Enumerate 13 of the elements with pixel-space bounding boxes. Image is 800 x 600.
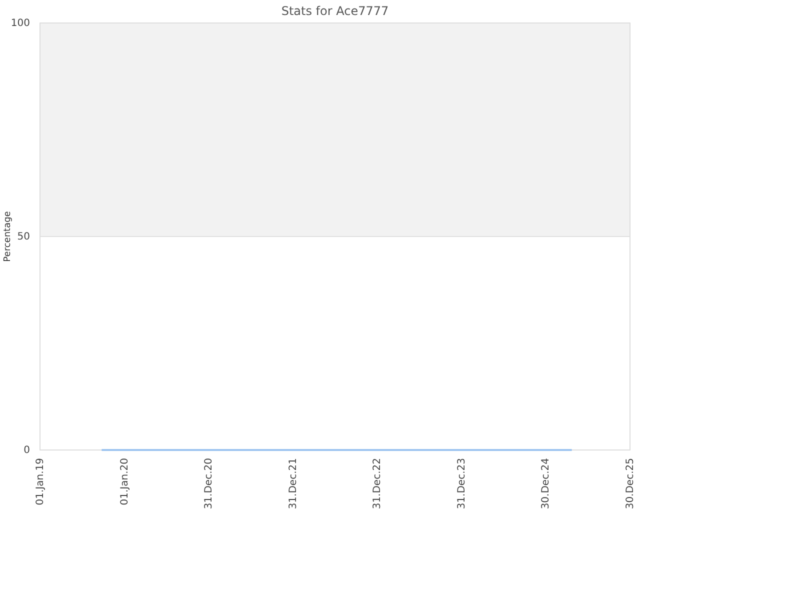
x-tick-label: 31.Dec.22 [372,458,383,510]
x-tick-label: 01.Jan.20 [119,458,130,506]
y-tick-label: 50 [17,231,30,242]
chart-title: Stats for Ace7777 [281,4,389,18]
y-tick-label: 0 [24,444,30,456]
x-tick-label: 01.Jan.19 [34,458,46,506]
x-tick-label: 30.Dec.25 [624,458,636,510]
x-tick-label: 31.Dec.23 [456,458,468,510]
y-tick-label: 100 [10,18,30,29]
x-tick-label: 30.Dec.24 [540,458,552,510]
y-axis-title: Percentage [3,210,14,262]
x-tick-label: 31.Dec.21 [288,458,299,510]
x-tick-label: 31.Dec.20 [203,458,214,510]
